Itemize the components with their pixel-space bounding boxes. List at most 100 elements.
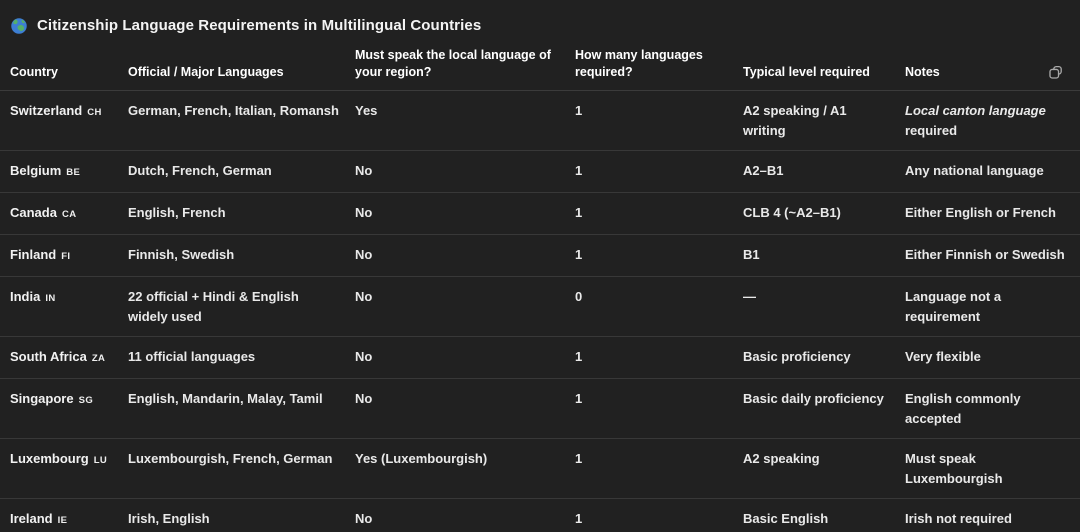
cell-country: Belgium BE: [10, 151, 128, 192]
country-code-badge: CA: [61, 209, 77, 220]
cell-languages: Luxembourgish, French, German: [128, 451, 333, 466]
cell-level: —: [743, 289, 756, 304]
cell-must-speak: No: [355, 163, 373, 178]
country-name: Switzerland: [10, 103, 83, 118]
cell-level: CLB 4 (~A2–B1): [743, 205, 841, 220]
cell-notes: Irish not required: [905, 499, 1070, 532]
country-code-badge: BE: [66, 167, 81, 178]
country-name: Finland: [10, 247, 57, 262]
note-text: Must speak Luxembourgish: [905, 451, 1003, 486]
cell-must-speak: Yes (Luxembourgish): [355, 451, 488, 466]
note-text: English commonly accepted: [905, 391, 1021, 426]
cell-languages: 11 official languages: [128, 349, 256, 364]
column-header-notes: Notes: [905, 65, 940, 79]
cell-must-speak: No: [355, 391, 373, 406]
note-italic-text: Local canton language: [905, 103, 1046, 118]
cell-languages: English, Mandarin, Malay, Tamil: [128, 391, 323, 406]
cell-notes: Either English or French: [905, 193, 1070, 232]
country-name: South Africa: [10, 349, 87, 364]
globe-icon: [11, 17, 27, 34]
cell-country: Ireland IE: [10, 499, 128, 532]
title-bar: Citizenship Language Requirements in Mul…: [0, 0, 1080, 43]
column-header-level: Typical level required: [743, 65, 870, 79]
copy-button[interactable]: [1044, 61, 1066, 83]
country-name: Singapore: [10, 391, 74, 406]
cell-level: A2 speaking: [743, 451, 820, 466]
note-text: Language not a requirement: [905, 289, 1002, 324]
country-code-badge: LU: [93, 455, 108, 466]
country-code-badge: ZA: [91, 353, 106, 364]
cell-level: A2–B1: [743, 163, 784, 178]
note-text: Very flexible: [905, 349, 981, 364]
copy-icon: [1048, 65, 1062, 79]
table-row: India IN 22 official + Hindi & English wi…: [0, 277, 1080, 337]
country-code-badge: IE: [57, 515, 68, 526]
cell-notes: Very flexible: [905, 337, 1070, 376]
country-name: Ireland: [10, 511, 53, 526]
cell-num-required: 1: [575, 163, 583, 178]
country-code-badge: SG: [78, 395, 94, 406]
table-row: Luxembourg LU Luxembourgish, French, Germ…: [0, 439, 1080, 499]
table-row: Canada CA English, French No 1 CLB 4 (~A2…: [0, 193, 1080, 235]
country-name: Canada: [10, 205, 57, 220]
table-row: Finland FI Finnish, Swedish No 1 B1 Eithe…: [0, 235, 1080, 277]
note-text: Any national language: [905, 163, 1044, 178]
cell-num-required: 1: [575, 247, 583, 262]
cell-notes: Language not a requirement: [905, 277, 1070, 336]
cell-num-required: 1: [575, 103, 583, 118]
note-text: Either English or French: [905, 205, 1056, 220]
country-name: Luxembourg: [10, 451, 89, 466]
table-row: Switzerland CH German, French, Italian, R…: [0, 91, 1080, 151]
note-text: required: [905, 123, 958, 138]
cell-must-speak: No: [355, 247, 373, 262]
cell-languages: Irish, English: [128, 511, 210, 526]
cell-country: India IN: [10, 277, 128, 318]
cell-languages: 22 official + Hindi & English widely use…: [128, 289, 299, 324]
cell-level: Basic daily proficiency: [743, 391, 884, 406]
cell-level: Basic English: [743, 511, 829, 526]
page-title: Citizenship Language Requirements in Mul…: [37, 17, 482, 34]
table-row: South Africa ZA 11 official languages No …: [0, 337, 1080, 379]
country-code-badge: IN: [45, 293, 56, 304]
cell-languages: Dutch, French, German: [128, 163, 272, 178]
cell-country: Switzerland CH: [10, 91, 128, 132]
note-text: Either Finnish or Swedish: [905, 247, 1065, 262]
cell-num-required: 1: [575, 391, 583, 406]
cell-must-speak: No: [355, 289, 373, 304]
cell-languages: German, French, Italian, Romansh: [128, 103, 339, 118]
cell-country: Luxembourg LU: [10, 439, 128, 480]
table-row: Belgium BE Dutch, French, German No 1 A2–…: [0, 151, 1080, 193]
cell-must-speak: Yes: [355, 103, 378, 118]
cell-must-speak: No: [355, 511, 373, 526]
cell-notes: Must speak Luxembourgish: [905, 439, 1070, 498]
cell-country: Canada CA: [10, 193, 128, 234]
cell-notes: Either Finnish or Swedish: [905, 235, 1070, 274]
table-header: Country Official / Major Languages Must …: [0, 43, 1080, 91]
cell-notes: Any national language: [905, 151, 1070, 190]
country-code-badge: CH: [87, 107, 102, 118]
cell-level: A2 speaking / A1 writing: [743, 103, 847, 138]
cell-notes: Local canton language required: [905, 91, 1070, 150]
cell-num-required: 1: [575, 451, 583, 466]
cell-country: South Africa ZA: [10, 337, 128, 378]
cell-level: B1: [743, 247, 760, 262]
cell-num-required: 1: [575, 349, 583, 364]
country-name: India: [10, 289, 41, 304]
cell-languages: English, French: [128, 205, 226, 220]
cell-num-required: 1: [575, 511, 583, 526]
column-header-languages: Official / Major Languages: [128, 65, 284, 79]
column-header-country: Country: [10, 65, 58, 79]
column-header-must-speak: Must speak the local language of your re…: [355, 48, 551, 79]
cell-country: Finland FI: [10, 235, 128, 276]
cell-languages: Finnish, Swedish: [128, 247, 235, 262]
table-row: Ireland IE Irish, English No 1 Basic Engl…: [0, 499, 1080, 532]
note-text: Irish not required: [905, 511, 1012, 526]
table-row: Singapore SG English, Mandarin, Malay, Ta…: [0, 379, 1080, 439]
column-header-num-required: How many languages required?: [575, 48, 703, 79]
cell-country: Singapore SG: [10, 379, 128, 420]
table-body: Switzerland CH German, French, Italian, R…: [0, 91, 1080, 532]
cell-num-required: 1: [575, 205, 583, 220]
cell-level: Basic proficiency: [743, 349, 851, 364]
cell-must-speak: No: [355, 205, 373, 220]
